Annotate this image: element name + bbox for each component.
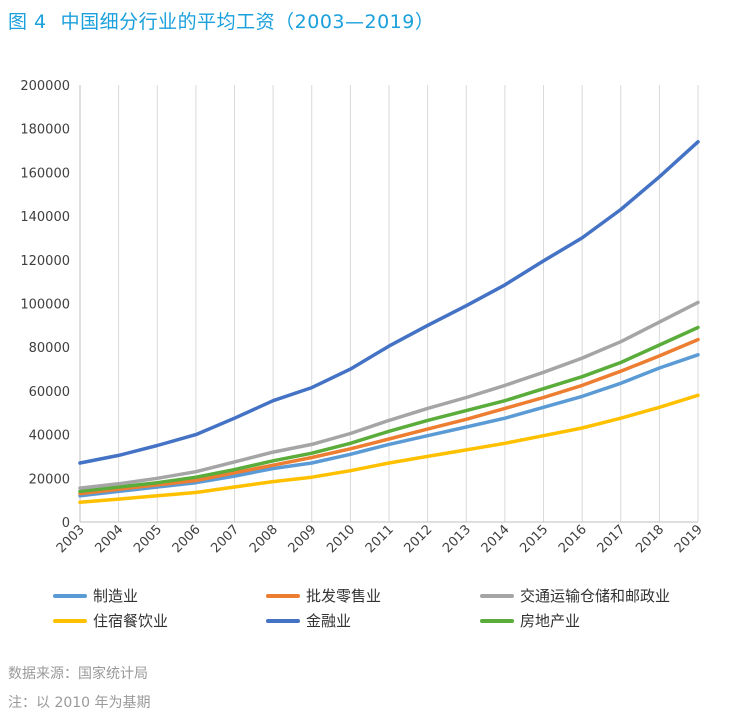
x-tick-label: 2013 xyxy=(440,522,474,556)
x-tick-label: 2015 xyxy=(517,522,551,556)
series-line-3 xyxy=(78,393,700,505)
x-tick-label: 2019 xyxy=(672,522,706,556)
x-tick-label: 2007 xyxy=(208,522,242,556)
y-tick-label: 60000 xyxy=(29,385,70,400)
x-tick-label: 2012 xyxy=(401,522,435,556)
x-tick-label: 2017 xyxy=(595,522,629,556)
x-tick-label: 2003 xyxy=(54,522,88,556)
series-line-0 xyxy=(78,353,700,498)
source-footnote: 数据来源：国家统计局 xyxy=(8,666,148,682)
x-tick-label: 2018 xyxy=(633,522,667,556)
y-tick-label: 0 xyxy=(62,516,70,531)
series-line-1 xyxy=(78,337,700,496)
x-tick-label: 2006 xyxy=(170,522,204,556)
line-chart: 0 20000 40000 60000 80000 100000 120000 140000 1… xyxy=(20,79,706,630)
legend-label: 住宿餐饮业 xyxy=(93,612,168,630)
figure-number: 图 4 xyxy=(8,11,47,33)
y-tick-label: 140000 xyxy=(20,210,70,225)
chart-title: 图 4 中国细分行业的平均工资（2003—2019） xyxy=(8,7,434,34)
y-tick-label: 180000 xyxy=(20,123,70,138)
legend-label: 金融业 xyxy=(306,612,351,630)
y-tick-label: 20000 xyxy=(29,472,70,487)
y-tick-label: 160000 xyxy=(20,166,70,181)
x-tick-label: 2008 xyxy=(247,522,281,556)
y-tick-label: 200000 xyxy=(20,79,70,94)
legend-label: 房地产业 xyxy=(520,612,580,630)
chart-axes xyxy=(79,85,698,523)
legend-label: 批发零售业 xyxy=(306,587,381,605)
x-tick-label: 2009 xyxy=(286,522,320,556)
y-tick-label: 80000 xyxy=(29,341,70,356)
x-tick-label: 2005 xyxy=(131,522,165,556)
x-tick-label: 2011 xyxy=(363,522,397,556)
x-tick-label: 2010 xyxy=(324,522,358,556)
y-tick-label: 100000 xyxy=(20,298,70,313)
x-tick-label: 2014 xyxy=(479,522,513,556)
x-tick-label: 2004 xyxy=(92,522,126,556)
y-tick-label: 120000 xyxy=(20,254,70,269)
legend-label: 交通运输仓储和邮政业 xyxy=(520,587,670,605)
chart-grid xyxy=(118,85,699,522)
series-line-4 xyxy=(78,140,700,465)
series-line-5 xyxy=(78,325,700,494)
basis-footnote: 注：以 2010 年为基期 xyxy=(8,695,151,711)
series-line-2 xyxy=(78,300,700,490)
series-lines xyxy=(78,140,700,505)
figure-title-text: 中国细分行业的平均工资（2003—2019） xyxy=(60,11,435,33)
y-tick-label: 40000 xyxy=(29,429,70,444)
legend-label: 制造业 xyxy=(93,587,138,605)
y-axis-ticks: 0 20000 40000 60000 80000 100000 120000 140000 1… xyxy=(20,79,70,531)
x-tick-label: 2016 xyxy=(556,522,590,556)
x-axis-ticks: 2003 2004 2005 2006 2007 2008 2009 2010 2011 2012… xyxy=(54,522,706,556)
